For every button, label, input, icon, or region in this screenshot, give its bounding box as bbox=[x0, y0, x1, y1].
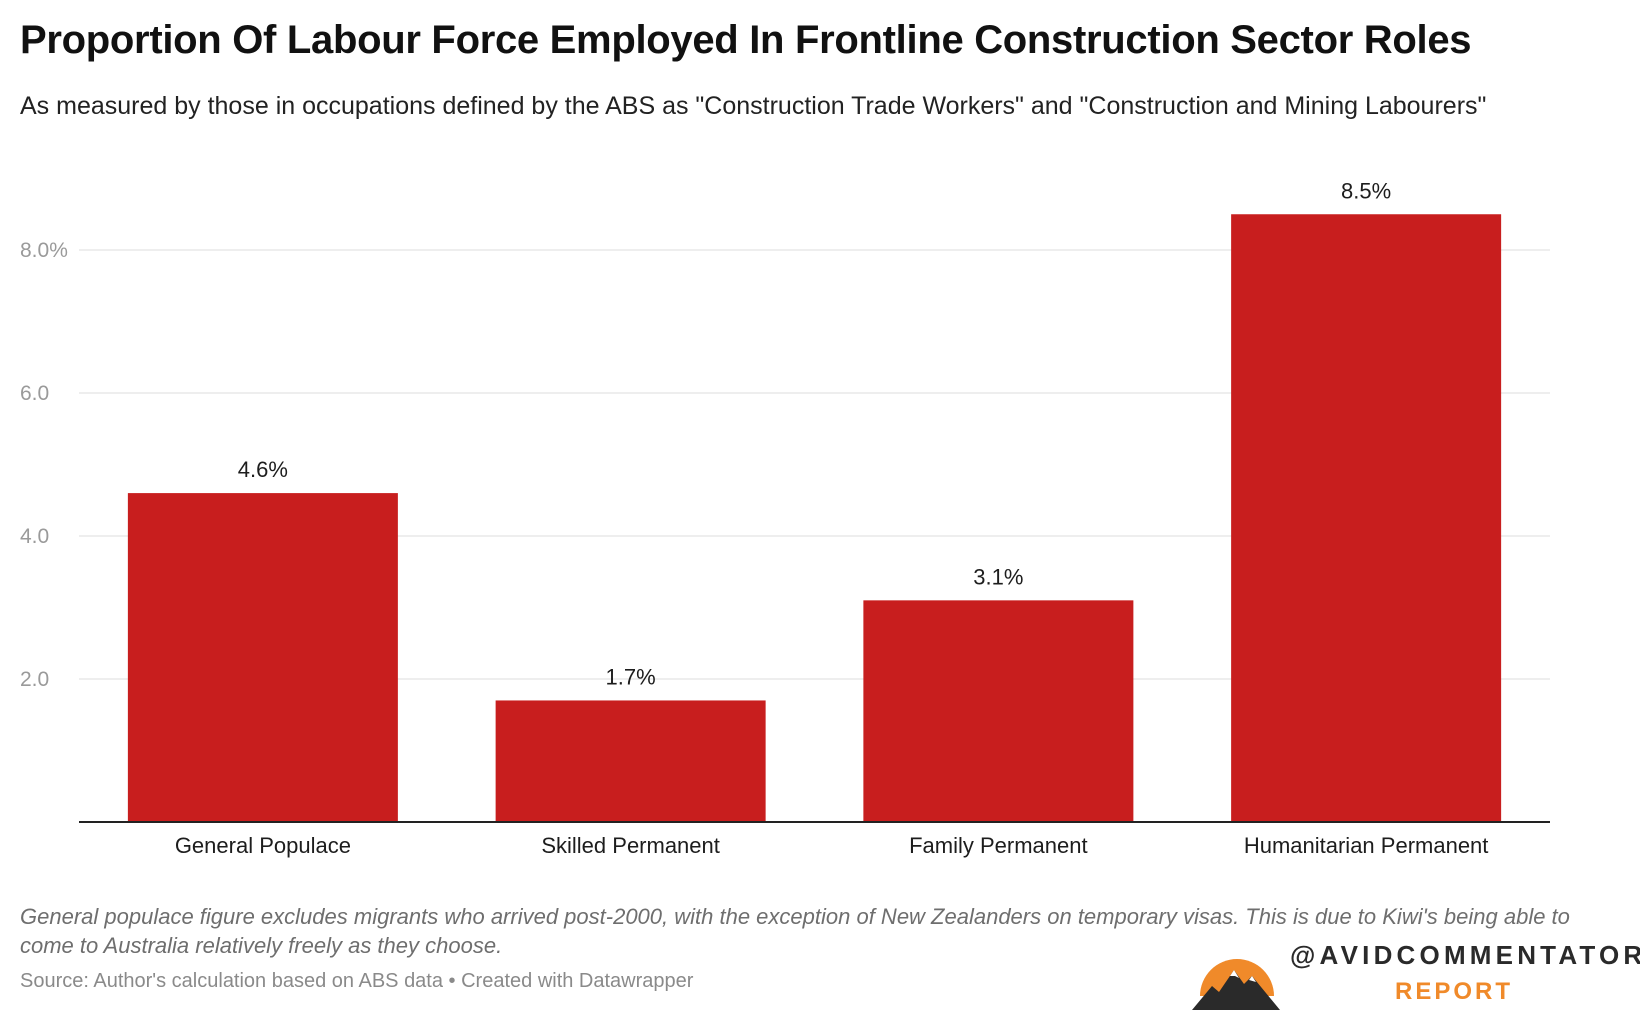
y-tick-label: 6.0 bbox=[20, 382, 49, 405]
logo-name: @AVIDCOMMENTATOR bbox=[1290, 940, 1640, 970]
chart-title: Proportion Of Labour Force Employed In F… bbox=[20, 18, 1472, 62]
bar-value-label: 1.7% bbox=[606, 664, 656, 689]
bar-value-label: 8.5% bbox=[1341, 178, 1391, 203]
brand-logo: @AVIDCOMMENTATOR REPORT bbox=[1186, 938, 1640, 1010]
y-tick-label: 8.0% bbox=[20, 239, 68, 262]
mountain-shape bbox=[1192, 970, 1280, 1010]
snow-cap-shape bbox=[1230, 970, 1256, 982]
chart-source: Source: Author's calculation based on AB… bbox=[20, 970, 694, 992]
bar bbox=[863, 600, 1134, 822]
x-tick-label: General Populace bbox=[175, 833, 351, 858]
bar bbox=[127, 493, 398, 822]
logo-subtitle: REPORT bbox=[1395, 978, 1514, 1005]
bars bbox=[127, 214, 1502, 822]
labels: 2.0 4.0 6.0 8.0% 4.6% General Populace 1.7% Ski… bbox=[20, 178, 1550, 858]
bar-value-label: 3.1% bbox=[973, 564, 1023, 589]
y-tick-label: 2.0 bbox=[20, 668, 49, 691]
mountain-sun-icon bbox=[1192, 959, 1280, 1010]
chart-subtitle: As measured by those in occupations defi… bbox=[20, 92, 1487, 120]
chart-notes: General populace figure excludes migrant… bbox=[20, 904, 1570, 958]
bar bbox=[1231, 214, 1502, 822]
bar-chart: 2.0 4.0 6.0 8.0% 4.6% General Populace 1.7% Ski… bbox=[20, 178, 1550, 858]
x-tick-label: Humanitarian Permanent bbox=[1244, 833, 1489, 858]
x-tick-label: Skilled Permanent bbox=[541, 833, 720, 858]
bar-value-label: 4.6% bbox=[238, 457, 288, 482]
bar bbox=[495, 700, 766, 822]
x-tick-label: Family Permanent bbox=[909, 833, 1088, 858]
y-tick-label: 4.0 bbox=[20, 525, 49, 548]
